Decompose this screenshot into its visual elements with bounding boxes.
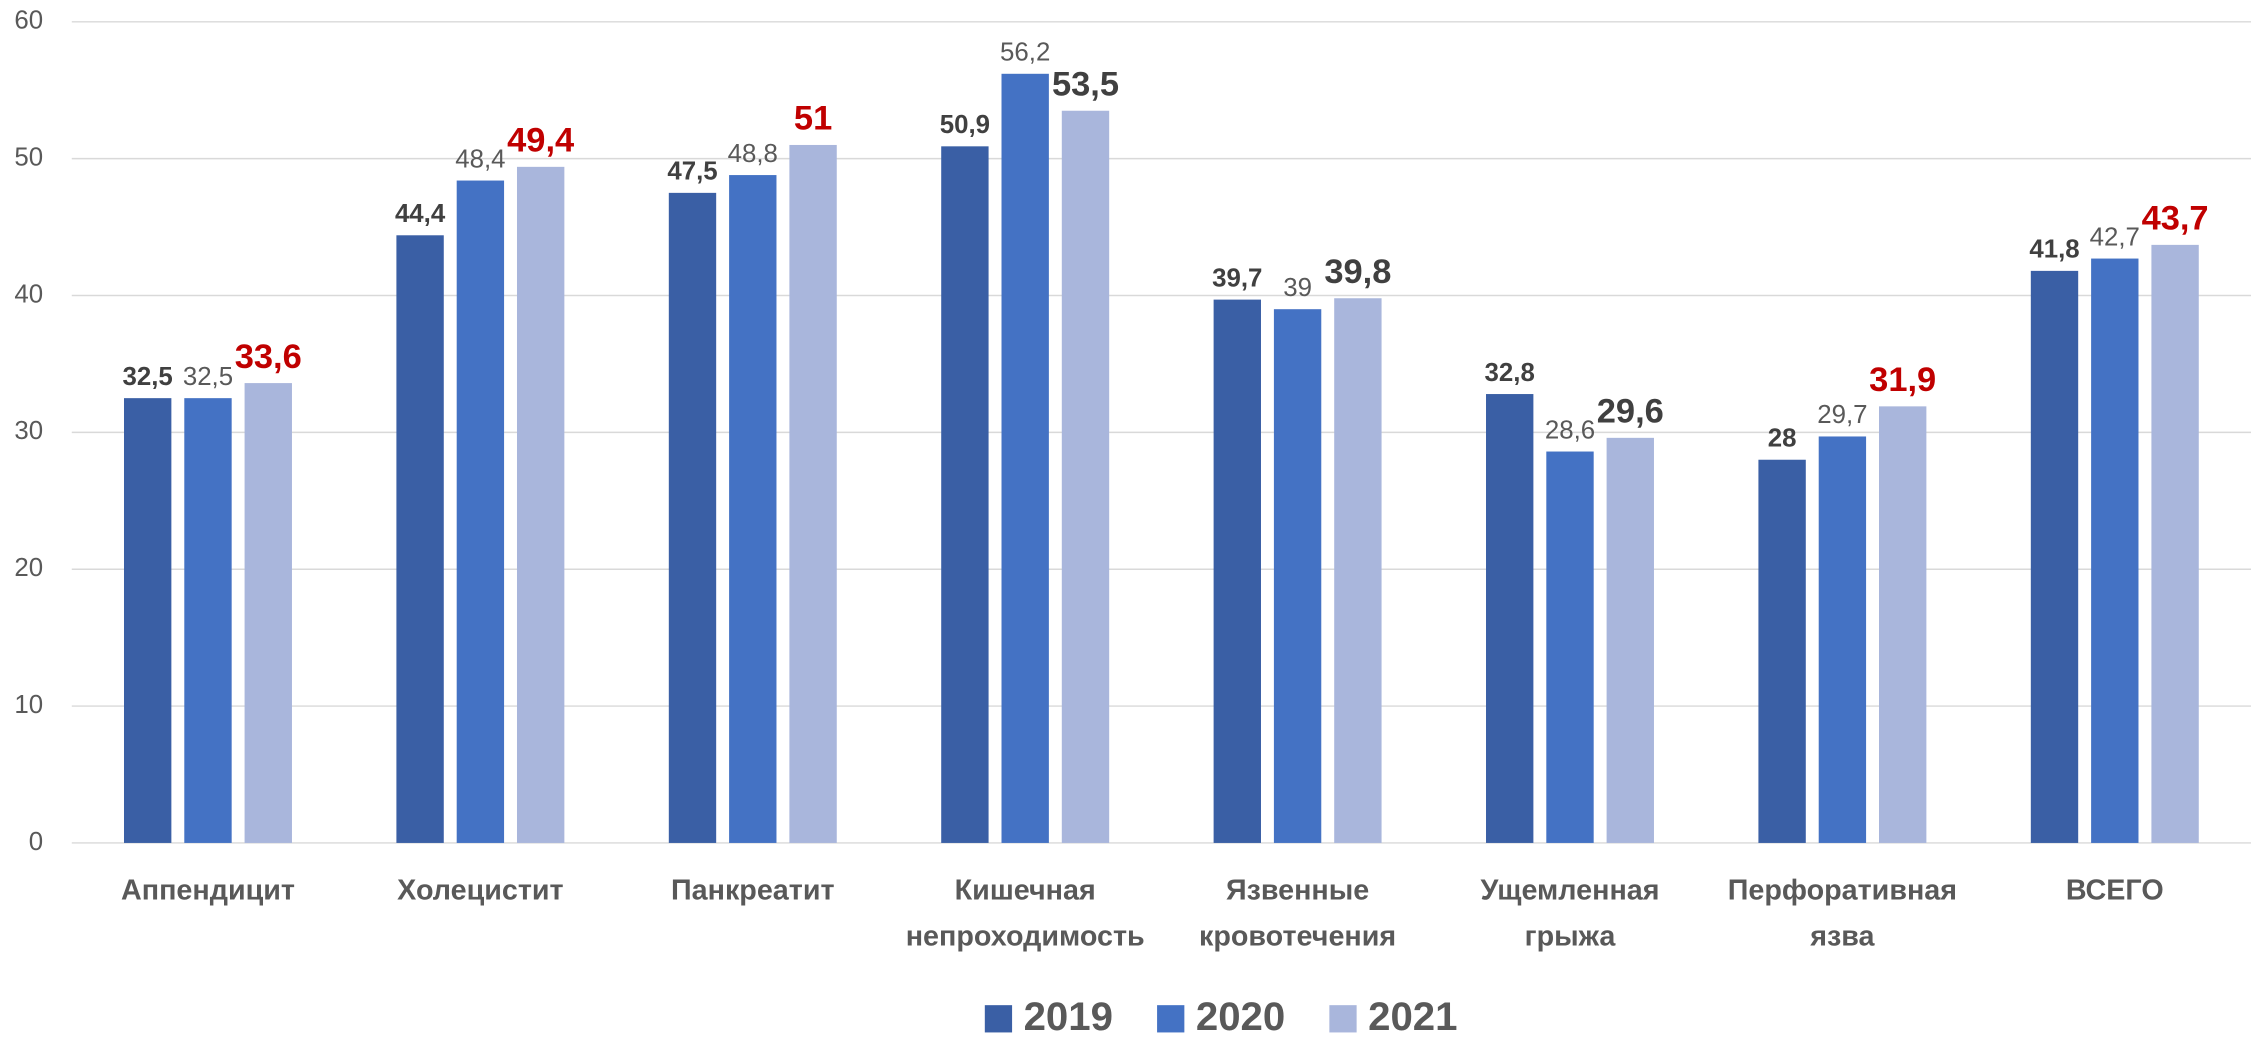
data-label: 39,7 [1212,264,1262,292]
data-label: 32,5 [123,363,173,391]
y-tick-label: 40 [14,280,43,308]
bar [2091,258,2139,843]
bar [1273,309,1322,843]
bar [184,398,232,843]
legend-label: 2020 [1196,994,1285,1037]
data-label: 29,6 [1597,393,1664,431]
y-tick-label: 0 [29,828,43,856]
x-tick-label: Аппендицит [121,874,295,906]
y-tick-label: 30 [14,417,43,445]
data-label: 49,4 [507,122,574,160]
y-tick-label: 60 [14,7,43,35]
bar [1818,436,1867,843]
data-label: 29,7 [1817,401,1867,429]
y-tick-label: 10 [14,691,43,719]
data-label: 42,7 [2090,223,2140,251]
bar [1879,406,1927,843]
data-label: 48,8 [728,140,778,168]
legend-label: 2019 [1024,994,1113,1037]
y-tick-label: 50 [14,143,43,171]
bar [1213,299,1261,843]
x-tick-label: Перфоративная язва [1728,874,1957,952]
bar [456,180,505,843]
bar [1334,298,1382,843]
bar [1061,110,1110,843]
data-label: 43,7 [2142,200,2209,238]
bar [668,192,717,843]
data-label: 28 [1768,424,1797,452]
data-label: 50,9 [940,111,990,139]
data-label: 53,5 [1052,65,1119,103]
x-tick-label: Ущемленная грыжа [1480,874,1659,952]
bar [2151,244,2199,843]
bar [941,146,989,843]
bar [1758,459,1806,843]
bar [1606,437,1654,843]
data-label: 48,4 [455,145,505,173]
data-label: 28,6 [1545,416,1595,444]
bar [729,175,777,843]
data-label: 41,8 [2029,236,2079,264]
bar [1546,451,1594,843]
data-label: 39 [1283,274,1312,302]
x-tick-label: Холецистит [397,874,563,906]
data-label: 47,5 [667,158,717,186]
bar [2030,270,2079,843]
data-label: 44,4 [395,200,446,228]
data-label: 33,6 [235,338,302,376]
data-label: 51 [794,100,832,138]
data-label: 39,8 [1324,253,1391,291]
x-tick-label: Панкреатит [671,874,835,906]
bar [516,166,565,843]
legend-swatch [984,1005,1013,1033]
bar [1486,394,1534,843]
data-label: 32,8 [1485,359,1535,387]
x-tick-label: Язвенные кровотечения [1199,874,1396,952]
legend-label: 2021 [1368,994,1457,1037]
data-label: 32,5 [183,363,233,391]
data-label: 56,2 [1000,39,1050,67]
data-label: 31,9 [1869,361,1936,399]
bar [244,383,292,843]
bar [1001,73,1049,843]
x-tick-label: Кишечная непроходимость [906,874,1145,952]
x-tick-label: ВСЕГО [2066,874,2164,906]
bar [396,235,444,843]
bar [789,144,837,843]
bar [123,398,172,843]
y-tick-label: 20 [14,554,43,582]
legend-swatch [1157,1005,1185,1033]
legend-swatch [1329,1005,1357,1033]
